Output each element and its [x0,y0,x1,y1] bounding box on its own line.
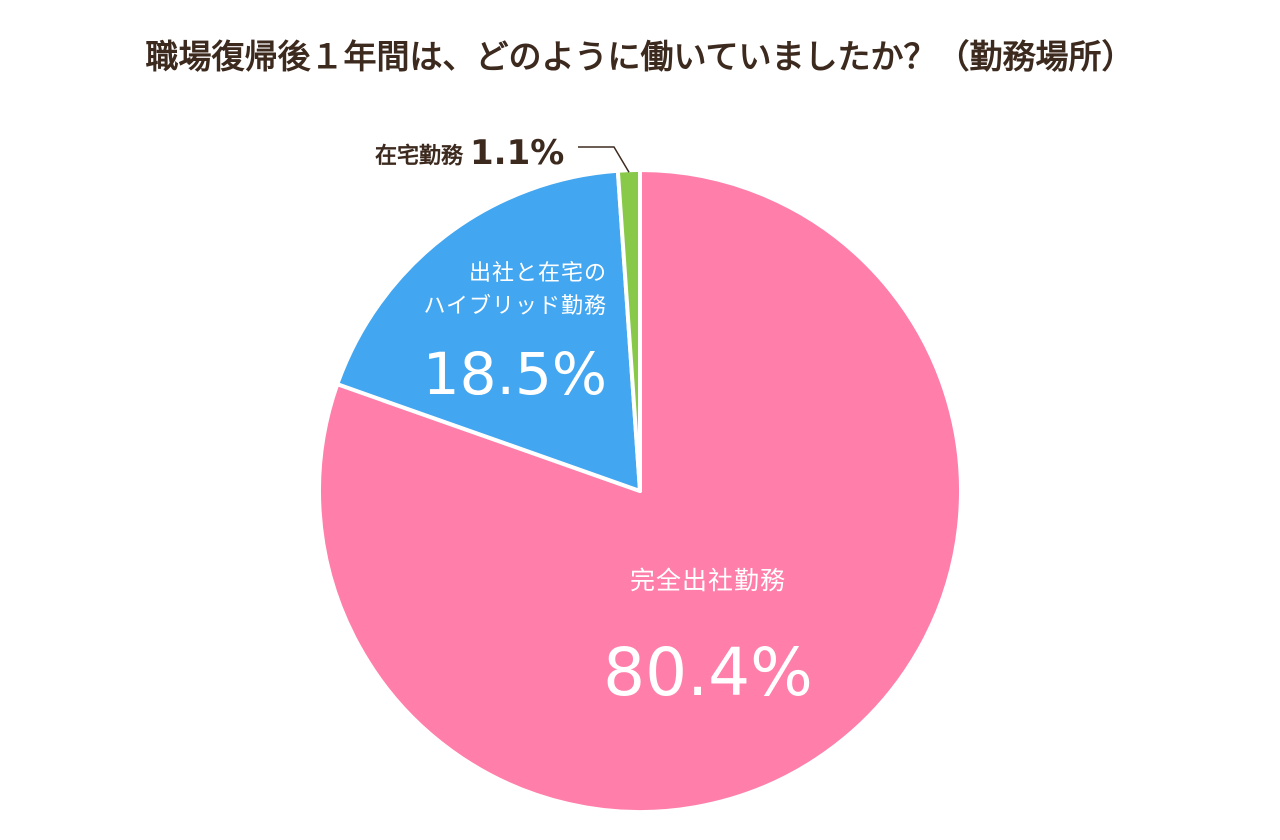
pie-slices [317,168,963,814]
slice-3-name: 在宅勤務 [375,143,464,169]
slice-3-value-label: 1.1% [470,133,564,173]
slice-1-value-label: 80.4% [603,634,813,711]
pie-slice-3 [615,168,642,493]
slice-2-name-line-1: 出社と在宅の [469,261,607,286]
slice-1-name-line-1: 完全出社勤務 [630,566,786,595]
slice-3-leader-line [578,146,630,173]
slice-2-value-label: 18.5% [423,340,607,408]
chart-title: 職場復帰後１年間は、どのように働いていましたか？（勤務場所） [145,37,1134,76]
slice-2-name-line-2: ハイブリッド勤務 [423,294,607,319]
pie-slice-2 [335,168,642,493]
